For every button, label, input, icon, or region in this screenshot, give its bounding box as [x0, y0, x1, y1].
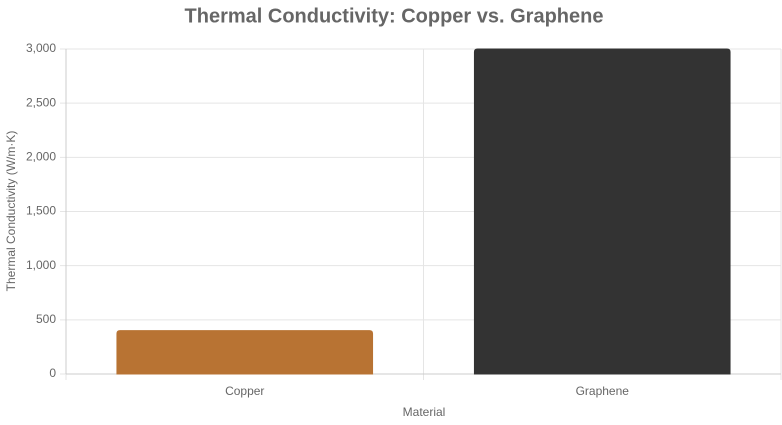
bar: [116, 330, 374, 375]
y-tick-label: 1,000: [26, 258, 56, 272]
y-tick-label: 2,000: [26, 150, 56, 164]
x-tick-label: Graphene: [576, 384, 630, 398]
y-tick-label: 500: [36, 312, 56, 326]
y-axis-label: Thermal Conductivity (W/m·K): [4, 131, 18, 292]
y-tick-label: 1,500: [26, 204, 56, 218]
y-tick-label: 3,000: [26, 41, 56, 55]
chart-title: Thermal Conductivity: Copper vs. Graphen…: [185, 5, 604, 27]
y-tick-label: 0: [49, 366, 56, 380]
y-tick-label: 2,500: [26, 95, 56, 109]
bar: [473, 48, 731, 375]
x-axis-label: Material: [403, 405, 446, 419]
x-tick-label: Copper: [225, 384, 264, 398]
